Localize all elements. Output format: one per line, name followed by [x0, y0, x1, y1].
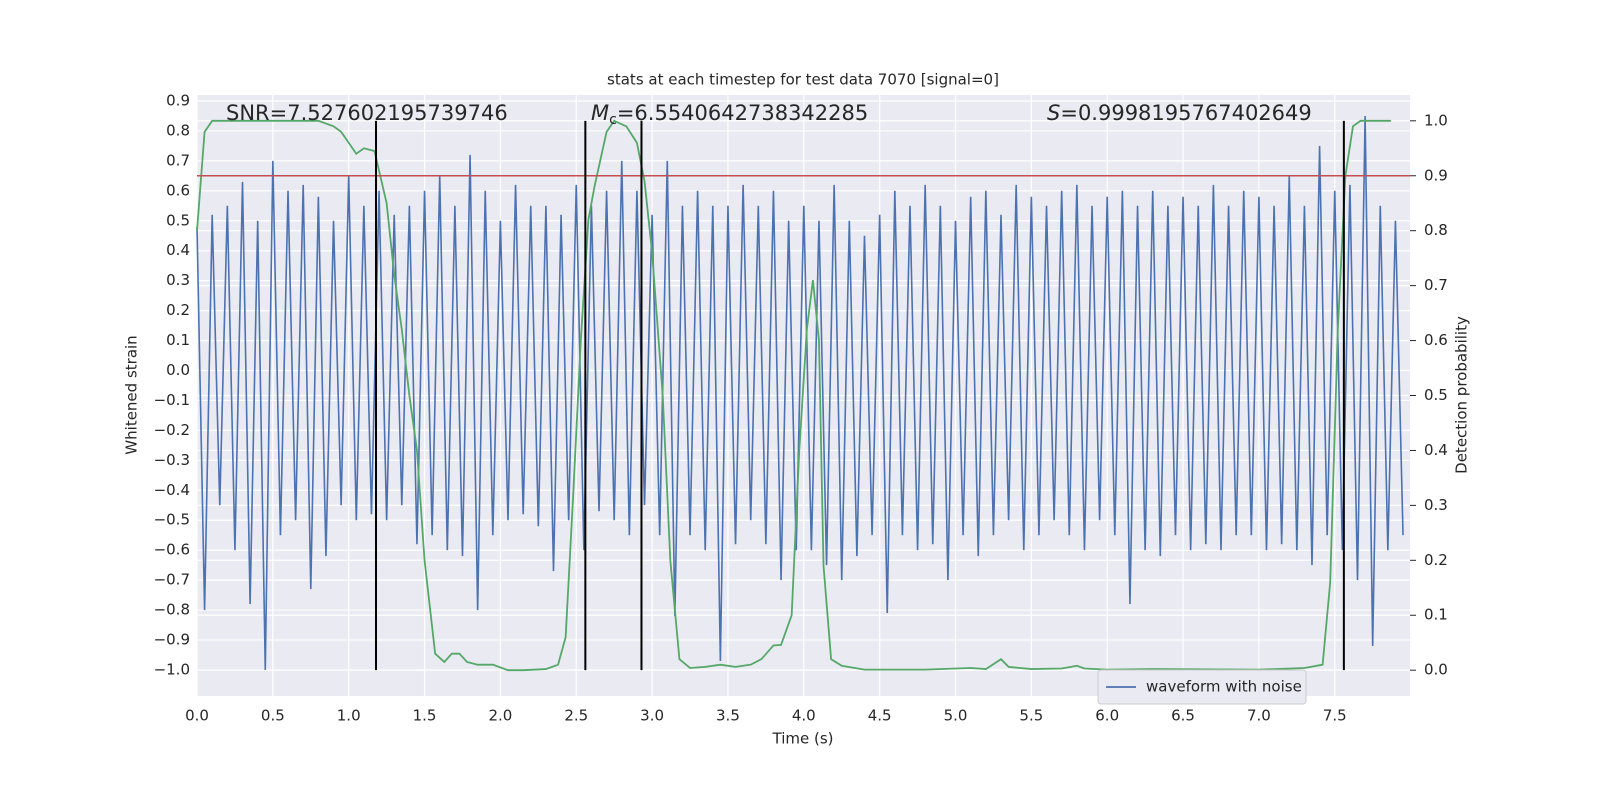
y-tick-label: −0.9: [154, 631, 190, 649]
x-tick-label: 4.0: [792, 707, 816, 725]
y2-tick-label: 0.4: [1424, 441, 1448, 459]
annotation-symbol: S: [1047, 101, 1060, 125]
x-tick-label: 5.0: [944, 707, 968, 725]
annotation-subscript: c: [609, 112, 617, 128]
y2-tick-label: 1.0: [1424, 111, 1448, 129]
y-axis-label: Whitened strain: [123, 335, 141, 454]
data-line: [196, 119, 1391, 672]
x-tick-label: 6.0: [1095, 707, 1119, 725]
x-tick-label: 5.5: [1019, 707, 1043, 725]
y-tick-label: −0.4: [154, 481, 190, 499]
y-tick-label: −0.6: [154, 541, 190, 559]
y-tick-label: −0.8: [154, 601, 190, 619]
y-tick-label: 0.2: [166, 301, 190, 319]
y-tick-label: 0.4: [166, 241, 190, 259]
y2-tick-label: 0.8: [1424, 221, 1448, 239]
y2-tick-label: 0.2: [1424, 551, 1448, 569]
annotation-text: SNR=7.527602195739746: [226, 101, 508, 125]
y-tick-label: −0.2: [154, 421, 190, 439]
y2-tick-label: 0.5: [1424, 386, 1448, 404]
y2-tick-label: 0.0: [1424, 661, 1448, 679]
marks: [196, 115, 1410, 672]
y2-tick-label: 0.1: [1424, 606, 1448, 624]
y2-axis-label: Detection probability: [1453, 316, 1471, 474]
y-tick-label: 0.0: [166, 361, 190, 379]
x-tick-label: 1.0: [337, 707, 361, 725]
y-tick-label: 0.8: [166, 121, 190, 139]
annotation-symbol: M: [591, 101, 609, 125]
y2-tick-label: 0.6: [1424, 331, 1448, 349]
x-tick-label: 6.5: [1171, 707, 1195, 725]
x-tick-label: 0.5: [261, 707, 285, 725]
annotation-text: =0.9998195767402649: [1060, 101, 1311, 125]
annotation-text: =6.5540642738342285: [617, 101, 868, 125]
x-tick-label: 2.5: [564, 707, 588, 725]
chart-title: stats at each timestep for test data 707…: [607, 71, 999, 89]
y-tick-label: 0.1: [166, 331, 190, 349]
x-tick-label: 3.5: [716, 707, 740, 725]
x-tick-label: 7.0: [1247, 707, 1271, 725]
data-line: [196, 115, 1404, 670]
x-tick-label: 1.5: [413, 707, 437, 725]
y2-tick-label: 0.7: [1424, 276, 1448, 294]
legend-label: waveform with noise: [1146, 678, 1302, 696]
legend-box: [1097, 669, 1307, 705]
annotation: S=0.9998195767402649: [1047, 101, 1312, 125]
y-tick-label: −0.5: [154, 511, 190, 529]
y-tick-label: 0.9: [166, 91, 190, 109]
x-tick-label: 2.0: [488, 707, 512, 725]
y-tick-label: 0.7: [166, 151, 190, 169]
x-axis-label: Time (s): [772, 730, 834, 748]
y2-tick-label: 0.9: [1424, 166, 1448, 184]
x-tick-label: 7.5: [1323, 707, 1347, 725]
y-tick-label: 0.6: [166, 181, 190, 199]
y-tick-label: −1.0: [154, 660, 190, 678]
y-tick-label: 0.5: [166, 211, 190, 229]
y2-tick-label: 0.3: [1424, 496, 1448, 514]
y-tick-label: 0.3: [166, 271, 190, 289]
x-tick-label: 3.0: [640, 707, 664, 725]
annotation: SNR=7.527602195739746: [226, 101, 508, 125]
y-tick-label: −0.3: [154, 451, 190, 469]
x-tick-label: 4.5: [868, 707, 892, 725]
x-tick-label: 0.0: [185, 707, 209, 725]
y-tick-label: −0.1: [154, 391, 190, 409]
annotation: Mc=6.5540642738342285: [591, 101, 868, 128]
y-tick-label: −0.7: [154, 571, 190, 589]
